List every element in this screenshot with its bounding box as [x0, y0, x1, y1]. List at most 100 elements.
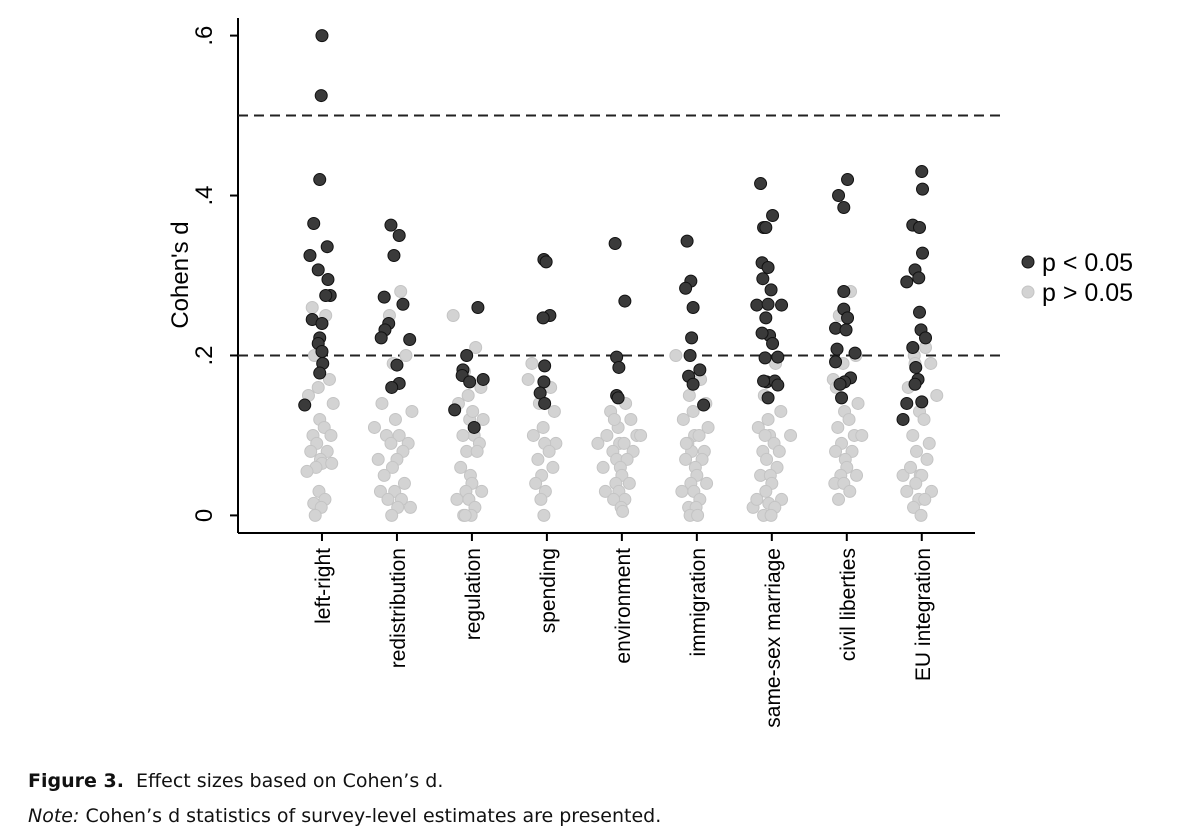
point	[469, 340, 483, 354]
point	[837, 284, 851, 298]
point	[906, 340, 920, 354]
point	[390, 358, 404, 372]
point	[908, 377, 922, 391]
point	[600, 428, 614, 442]
point	[841, 173, 855, 187]
point	[450, 492, 464, 506]
point	[525, 356, 539, 370]
x-tick-label: redistribution	[387, 548, 410, 668]
point	[458, 508, 472, 522]
point	[900, 275, 914, 289]
point	[526, 428, 540, 442]
point	[521, 372, 535, 386]
legend-label: p > 0.05	[1042, 279, 1133, 307]
point	[538, 396, 552, 410]
point	[784, 428, 798, 442]
point	[775, 298, 789, 312]
point	[679, 281, 693, 295]
x-tick-label: spending	[537, 548, 560, 633]
point	[900, 484, 914, 498]
point	[315, 29, 329, 43]
point	[761, 412, 775, 426]
point	[403, 500, 417, 514]
point	[701, 420, 715, 434]
point	[460, 348, 474, 362]
point	[388, 412, 402, 426]
point	[387, 249, 401, 263]
legend-label: p < 0.05	[1042, 249, 1133, 277]
point	[624, 412, 638, 426]
point	[538, 359, 552, 373]
y-tick-label: .4	[191, 186, 218, 206]
point	[608, 237, 622, 251]
point	[916, 246, 930, 260]
y-tick-label: 0	[191, 509, 218, 522]
point	[622, 476, 636, 490]
point	[832, 189, 846, 203]
point	[307, 217, 321, 231]
point	[320, 240, 334, 254]
point	[766, 336, 780, 350]
point	[300, 464, 314, 478]
point	[463, 375, 477, 389]
point	[466, 404, 480, 418]
note-label: Note:	[28, 805, 80, 827]
x-tick-label: immigration	[687, 548, 710, 657]
point	[855, 428, 869, 442]
point	[534, 492, 548, 506]
point	[916, 182, 930, 196]
caption: Figure 3. Effect sizes based on Cohen’s …	[28, 770, 443, 792]
point	[914, 508, 928, 522]
point	[761, 391, 775, 405]
x-tick-label: left-right	[312, 548, 335, 624]
point	[841, 311, 855, 325]
point	[377, 468, 391, 482]
caption-text: Effect sizes based on Cohen’s d.	[136, 770, 444, 792]
point	[454, 460, 468, 474]
point	[313, 366, 327, 380]
point	[896, 412, 910, 426]
chart: Cohen's d 0 .2 .4 .6 left-right redistributio…	[167, 18, 1133, 728]
point	[381, 492, 395, 506]
point	[325, 456, 339, 470]
point	[607, 412, 621, 426]
point	[831, 420, 845, 434]
point	[375, 396, 389, 410]
point	[755, 326, 769, 340]
point	[399, 348, 413, 362]
point	[757, 374, 771, 388]
point	[611, 391, 625, 405]
point	[446, 308, 460, 322]
point	[686, 377, 700, 391]
point	[529, 476, 543, 490]
note: Note: Cohen’s d statistics of survey-lev…	[28, 805, 661, 827]
point	[772, 444, 786, 458]
point	[371, 452, 385, 466]
point	[542, 444, 556, 458]
point	[682, 388, 696, 402]
point	[403, 332, 417, 346]
point	[907, 500, 921, 514]
point	[700, 476, 714, 490]
x-tick-label: EU integration	[912, 548, 935, 681]
point	[396, 297, 410, 311]
y-tick-label: .6	[191, 26, 218, 46]
point	[616, 504, 630, 518]
point	[909, 360, 923, 374]
point	[839, 323, 853, 337]
point	[596, 460, 610, 474]
point	[367, 420, 381, 434]
point	[915, 395, 929, 409]
point	[686, 404, 700, 418]
point	[618, 294, 632, 308]
point	[467, 420, 481, 434]
point	[774, 404, 788, 418]
point	[313, 173, 327, 187]
point	[321, 272, 335, 286]
legend-marker	[1021, 255, 1035, 269]
point	[896, 468, 910, 482]
point	[377, 290, 391, 304]
point	[771, 378, 785, 392]
point	[760, 452, 774, 466]
